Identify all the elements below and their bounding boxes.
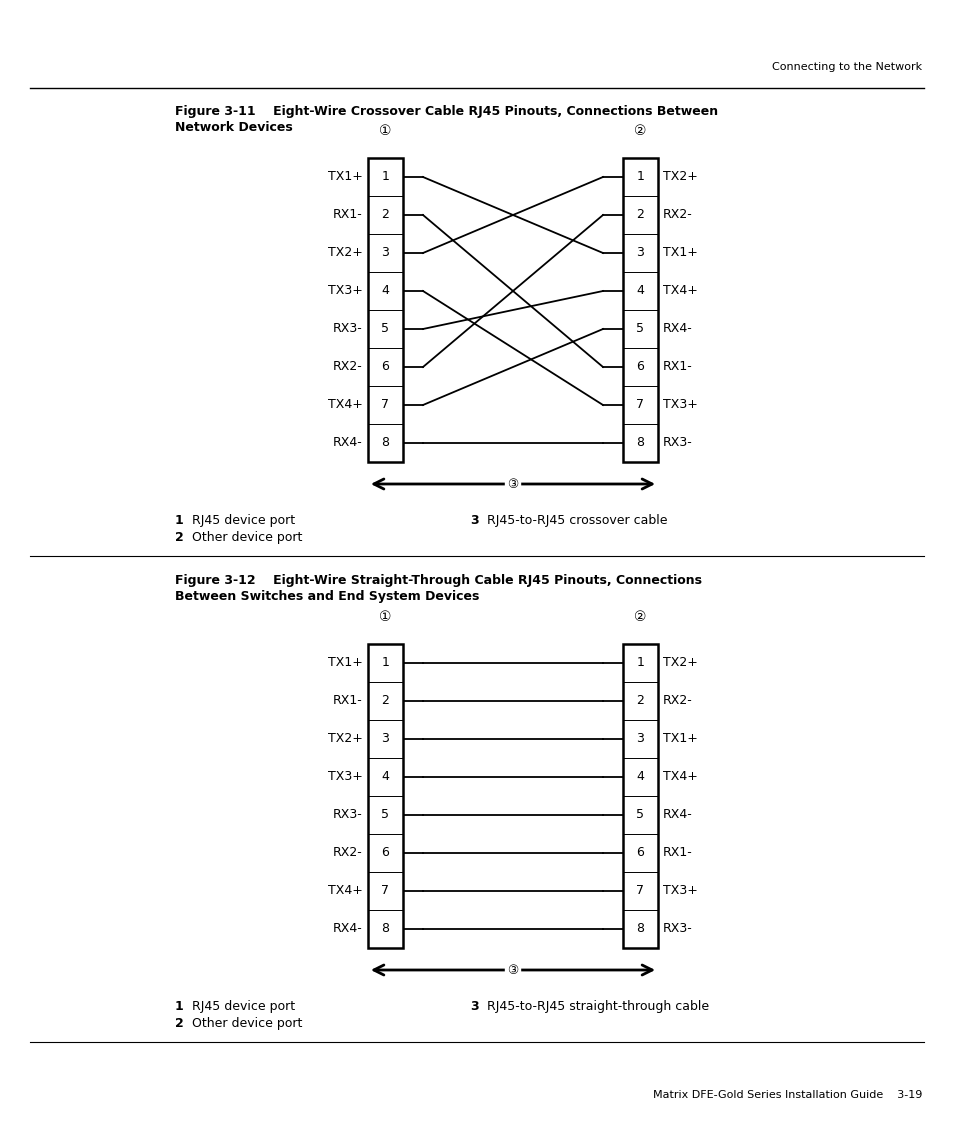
Text: RX3-: RX3- (662, 922, 692, 935)
Text: RX2-: RX2- (662, 694, 692, 707)
Text: 5: 5 (381, 809, 389, 822)
Text: 1: 1 (636, 657, 644, 669)
Text: RX1-: RX1- (333, 694, 363, 707)
Text: 8: 8 (381, 922, 389, 935)
Text: 2: 2 (636, 694, 644, 707)
Text: 4: 4 (636, 770, 644, 784)
Text: 8: 8 (381, 437, 389, 449)
Text: RX4-: RX4- (662, 809, 692, 822)
Text: Other device port: Other device port (192, 531, 302, 544)
Text: TX3+: TX3+ (662, 399, 698, 411)
Text: 2: 2 (381, 694, 389, 707)
Text: TX3+: TX3+ (662, 885, 698, 897)
Text: Figure 3-11    Eight-Wire Crossover Cable RJ45 Pinouts, Connections Between: Figure 3-11 Eight-Wire Crossover Cable R… (174, 104, 718, 118)
Text: TX2+: TX2+ (328, 732, 363, 746)
Text: 7: 7 (636, 399, 644, 411)
Text: RX4-: RX4- (333, 437, 363, 449)
Text: 1: 1 (381, 657, 389, 669)
Text: RJ45-to-RJ45 crossover cable: RJ45-to-RJ45 crossover cable (486, 514, 667, 527)
Text: TX4+: TX4+ (662, 284, 698, 298)
Text: TX4+: TX4+ (328, 399, 363, 411)
Text: Other device port: Other device port (192, 1017, 302, 1030)
Text: 1: 1 (174, 514, 184, 527)
Text: ②: ② (634, 610, 646, 624)
Text: TX1+: TX1+ (662, 247, 698, 259)
Text: 6: 6 (636, 847, 644, 859)
Text: Between Switches and End System Devices: Between Switches and End System Devices (174, 590, 478, 603)
Text: TX2+: TX2+ (662, 657, 698, 669)
Text: RX1-: RX1- (662, 360, 692, 374)
Text: RX4-: RX4- (662, 322, 692, 336)
Text: RJ45-to-RJ45 straight-through cable: RJ45-to-RJ45 straight-through cable (486, 999, 708, 1013)
Text: RX1-: RX1- (333, 209, 363, 221)
Text: Connecting to the Network: Connecting to the Network (771, 62, 921, 72)
Bar (368, 158, 402, 462)
Text: 1: 1 (174, 999, 184, 1013)
Text: 3: 3 (381, 732, 389, 746)
Text: TX2+: TX2+ (662, 171, 698, 183)
Text: 4: 4 (381, 284, 389, 298)
Text: 8: 8 (636, 437, 644, 449)
Text: 6: 6 (381, 847, 389, 859)
Text: RJ45 device port: RJ45 device port (192, 514, 294, 527)
Text: 5: 5 (636, 322, 644, 336)
Text: TX1+: TX1+ (328, 171, 363, 183)
Text: RX2-: RX2- (333, 360, 363, 374)
Text: RX1-: RX1- (662, 847, 692, 859)
Text: 3: 3 (470, 999, 478, 1013)
Text: RX4-: RX4- (333, 922, 363, 935)
Text: 6: 6 (636, 360, 644, 374)
Text: TX4+: TX4+ (328, 885, 363, 897)
Bar (622, 158, 658, 462)
Bar (368, 643, 402, 948)
Text: 5: 5 (636, 809, 644, 822)
Text: TX2+: TX2+ (328, 247, 363, 259)
Text: ①: ① (379, 124, 392, 138)
Text: Figure 3-12    Eight-Wire Straight-Through Cable RJ45 Pinouts, Connections: Figure 3-12 Eight-Wire Straight-Through … (174, 574, 701, 587)
Text: ②: ② (634, 124, 646, 138)
Text: 4: 4 (636, 284, 644, 298)
Text: Network Devices: Network Devices (174, 121, 293, 134)
Text: 8: 8 (636, 922, 644, 935)
Text: TX1+: TX1+ (328, 657, 363, 669)
Text: TX1+: TX1+ (662, 732, 698, 746)
Text: TX4+: TX4+ (662, 770, 698, 784)
Text: 7: 7 (636, 885, 644, 897)
Text: 7: 7 (381, 399, 389, 411)
Text: RX3-: RX3- (333, 809, 363, 822)
Text: 5: 5 (381, 322, 389, 336)
Text: Matrix DFE-Gold Series Installation Guide    3-19: Matrix DFE-Gold Series Installation Guid… (652, 1090, 921, 1101)
Text: 1: 1 (636, 171, 644, 183)
Text: RX3-: RX3- (333, 322, 363, 336)
Text: 6: 6 (381, 360, 389, 374)
Text: RX3-: RX3- (662, 437, 692, 449)
Text: TX3+: TX3+ (328, 284, 363, 298)
Text: 3: 3 (470, 514, 478, 527)
Text: 3: 3 (636, 247, 644, 259)
Text: RX2-: RX2- (662, 209, 692, 221)
Bar (622, 643, 658, 948)
Text: 3: 3 (381, 247, 389, 259)
Text: 2: 2 (636, 209, 644, 221)
Text: 4: 4 (381, 770, 389, 784)
Text: 2: 2 (381, 209, 389, 221)
Text: 1: 1 (381, 171, 389, 183)
Text: RJ45 device port: RJ45 device port (192, 999, 294, 1013)
Text: 2: 2 (174, 531, 184, 544)
Text: ①: ① (379, 610, 392, 624)
Text: ③: ③ (507, 477, 518, 491)
Text: ③: ③ (507, 964, 518, 977)
Text: 7: 7 (381, 885, 389, 897)
Text: TX3+: TX3+ (328, 770, 363, 784)
Text: 2: 2 (174, 1017, 184, 1030)
Text: 3: 3 (636, 732, 644, 746)
Text: RX2-: RX2- (333, 847, 363, 859)
